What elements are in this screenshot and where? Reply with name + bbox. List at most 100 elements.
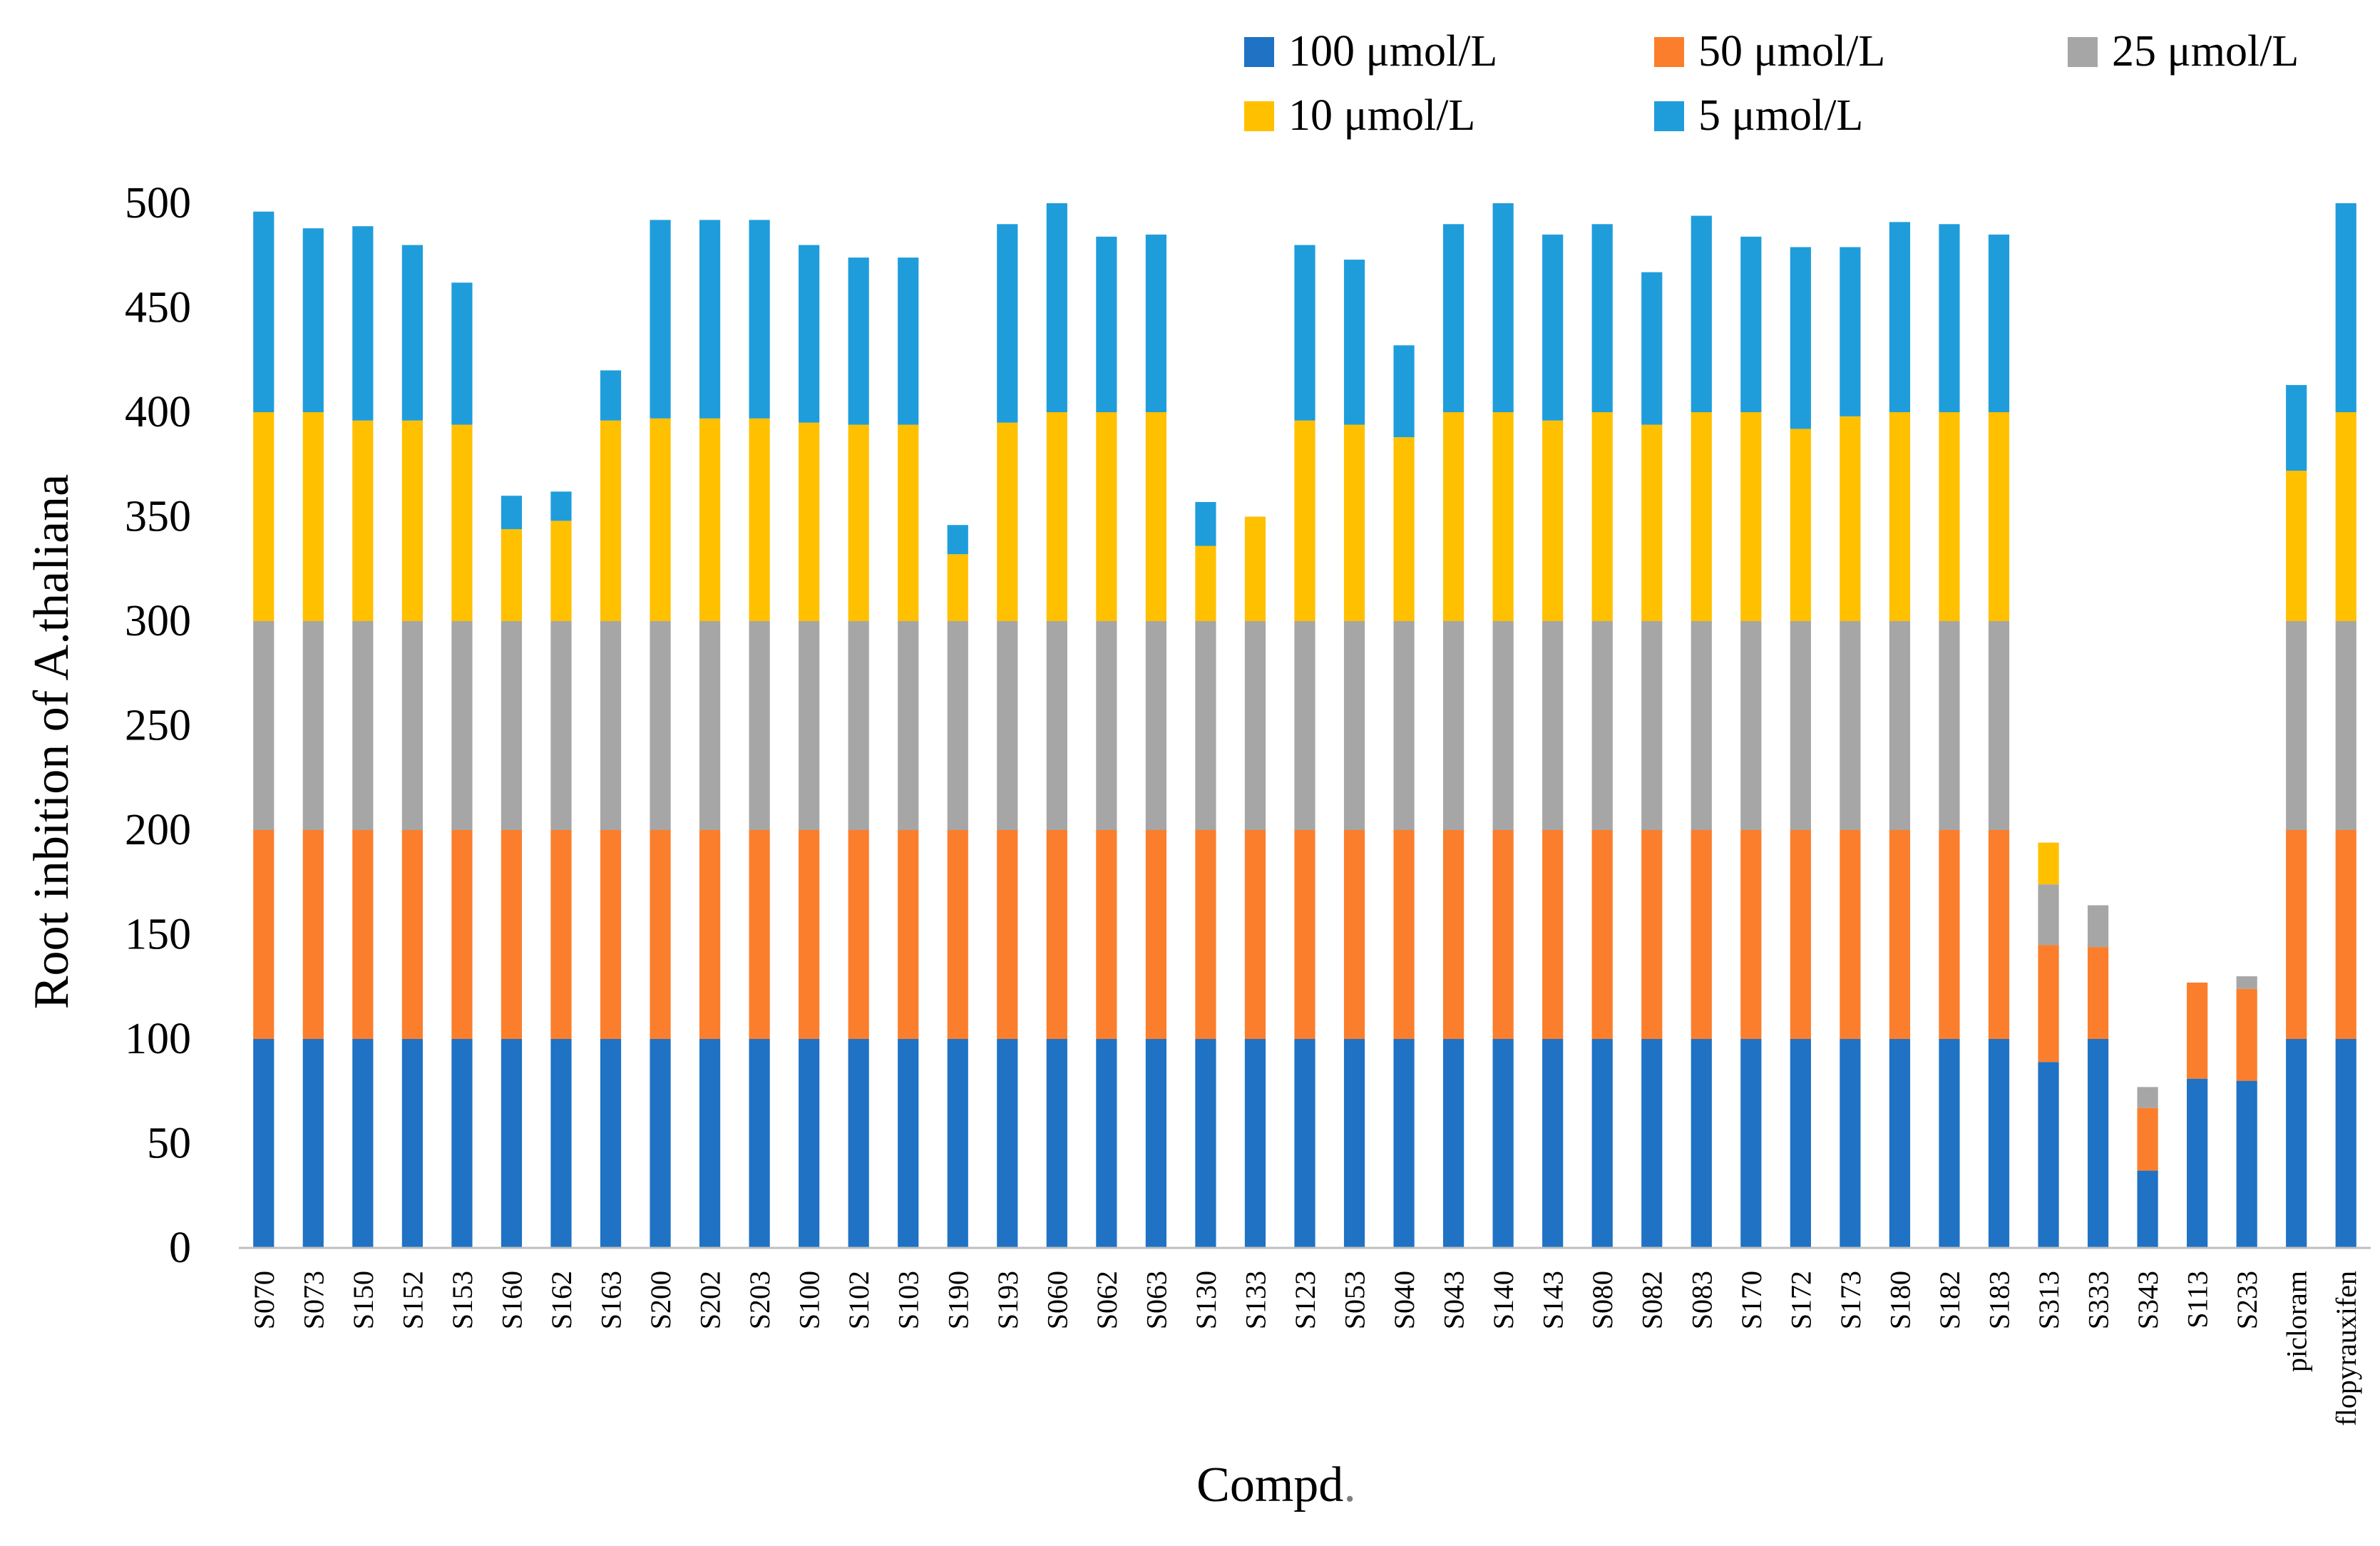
- bar-segment-S150-s1: [352, 830, 374, 1039]
- x-tick-label: S053: [1339, 1271, 1371, 1329]
- bar-segment-S173-s2: [1840, 621, 1861, 830]
- bar-segment-S123-s4: [1294, 245, 1315, 421]
- x-tick-label: S233: [2231, 1271, 2263, 1329]
- bar-segment-S193-s0: [997, 1039, 1018, 1248]
- bar-segment-S073-s4: [302, 228, 324, 412]
- x-tick-label: S063: [1140, 1271, 1172, 1329]
- bar-segment-S130-s0: [1195, 1039, 1216, 1248]
- x-tick-label: S060: [1041, 1271, 1073, 1329]
- bar-segment-S063-s4: [1145, 234, 1166, 412]
- bar-segment-S140-s0: [1492, 1039, 1514, 1248]
- bar-segment-S083-s4: [1691, 215, 1712, 412]
- y-tick-label: 100: [125, 1015, 191, 1063]
- bar-segment-flopyrauxifen-s1: [2335, 830, 2356, 1039]
- x-tick-label: S180: [1884, 1271, 1916, 1329]
- bar-segment-S073-s1: [302, 830, 324, 1039]
- bar-segment-S180-s0: [1889, 1039, 1911, 1248]
- x-tick-label: S160: [496, 1271, 528, 1329]
- bar-segment-S190-s1: [947, 830, 968, 1039]
- bar-segment-S070-s0: [253, 1039, 275, 1248]
- y-axis-title: Root inbition of A.thaliana: [24, 474, 79, 1009]
- bar-segment-S123-s0: [1294, 1039, 1315, 1248]
- bar-segment-S143-s0: [1542, 1039, 1564, 1248]
- bar-segment-S160-s3: [501, 529, 523, 621]
- bar-segment-picloram-s2: [2286, 621, 2307, 830]
- bar-segment-S200-s3: [650, 418, 671, 621]
- x-tick-label: S153: [446, 1271, 478, 1329]
- bar-segment-S133-s1: [1244, 830, 1266, 1039]
- bar-segment-S170-s2: [1740, 621, 1762, 830]
- y-tick-label: 50: [147, 1120, 191, 1168]
- bar-segment-S313-s3: [2038, 842, 2059, 885]
- bar-segment-picloram-s3: [2286, 471, 2307, 621]
- x-tick-label: S040: [1388, 1271, 1420, 1329]
- bar-segment-S313-s1: [2038, 945, 2059, 1063]
- x-tick-label: S202: [694, 1271, 727, 1329]
- bar-segment-S070-s4: [253, 211, 275, 412]
- bar-segment-flopyrauxifen-s0: [2335, 1039, 2356, 1248]
- bar-segment-S172-s0: [1790, 1039, 1811, 1248]
- bar-segment-S183-s0: [1988, 1039, 2010, 1248]
- bar-segment-S130-s1: [1195, 830, 1216, 1039]
- bar-segment-S183-s2: [1988, 621, 2010, 830]
- y-tick-label: 500: [125, 179, 191, 227]
- bar-segment-S083-s1: [1691, 830, 1712, 1039]
- bar-segment-S063-s3: [1145, 412, 1166, 621]
- bar-segment-S100-s3: [799, 422, 820, 621]
- bar-segment-picloram-s1: [2286, 830, 2307, 1039]
- bar-segment-S162-s4: [550, 491, 572, 521]
- bar-segment-S162-s3: [550, 521, 572, 621]
- bar-segment-S150-s4: [352, 226, 374, 421]
- legend-label-1: 50 μmol/L: [1698, 27, 1885, 76]
- x-tick-label: S343: [2132, 1271, 2164, 1329]
- bar-segment-S190-s3: [947, 554, 968, 621]
- bar-segment-S143-s2: [1542, 621, 1564, 830]
- bar-segment-S163-s3: [600, 420, 622, 621]
- bar-segment-S082-s0: [1641, 1039, 1663, 1248]
- x-tick-label: S070: [248, 1271, 280, 1329]
- bar-segment-S170-s4: [1740, 236, 1762, 412]
- bar-segment-S060-s2: [1046, 621, 1067, 830]
- x-tick-label: S102: [843, 1271, 875, 1329]
- bar-segment-S163-s1: [600, 830, 622, 1039]
- bar-segment-S083-s3: [1691, 412, 1712, 621]
- bar-segment-S130-s2: [1195, 621, 1216, 830]
- bar-segment-S082-s3: [1641, 424, 1663, 621]
- x-tick-label: S113: [2182, 1271, 2214, 1329]
- bar-segment-S082-s4: [1641, 272, 1663, 425]
- bar-segment-S150-s0: [352, 1039, 374, 1248]
- bar-segment-S063-s2: [1145, 621, 1166, 830]
- bar-segment-S130-s3: [1195, 546, 1216, 621]
- bars: [253, 203, 2356, 1248]
- bar-segment-S102-s2: [848, 621, 869, 830]
- bar-segment-S063-s1: [1145, 830, 1166, 1039]
- bar-segment-S172-s1: [1790, 830, 1811, 1039]
- x-tick-label: S190: [942, 1271, 974, 1329]
- x-tick-label: S313: [2033, 1271, 2065, 1329]
- bar-segment-S162-s0: [550, 1039, 572, 1248]
- bar-segment-S083-s0: [1691, 1039, 1712, 1248]
- x-tick-label: S183: [1983, 1271, 2015, 1329]
- x-tick-label: S170: [1735, 1271, 1768, 1329]
- bar-segment-S123-s1: [1294, 830, 1315, 1039]
- bar-segment-S183-s4: [1988, 234, 2010, 412]
- bar-segment-S040-s0: [1393, 1039, 1415, 1248]
- bar-segment-S180-s3: [1889, 412, 1911, 621]
- legend-swatch-0: [1244, 37, 1274, 67]
- bar-segment-S233-s0: [2236, 1080, 2257, 1248]
- bar-segment-S203-s2: [749, 621, 770, 830]
- bar-segment-S040-s2: [1393, 621, 1415, 830]
- y-tick-label: 150: [125, 911, 191, 959]
- bar-segment-S100-s1: [799, 830, 820, 1039]
- bar-segment-S182-s4: [1939, 224, 1960, 412]
- bar-segment-S173-s1: [1840, 830, 1861, 1039]
- x-tick-label: S083: [1686, 1271, 1718, 1329]
- x-tick-label: S133: [1239, 1271, 1271, 1329]
- bar-segment-S062-s1: [1096, 830, 1117, 1039]
- bar-segment-S140-s4: [1492, 203, 1514, 412]
- bar-segment-S060-s1: [1046, 830, 1067, 1039]
- bar-segment-S133-s2: [1244, 621, 1266, 830]
- bar-segment-S080-s2: [1591, 621, 1613, 830]
- bar-segment-S153-s2: [451, 621, 473, 830]
- bar-segment-S233-s2: [2236, 976, 2257, 989]
